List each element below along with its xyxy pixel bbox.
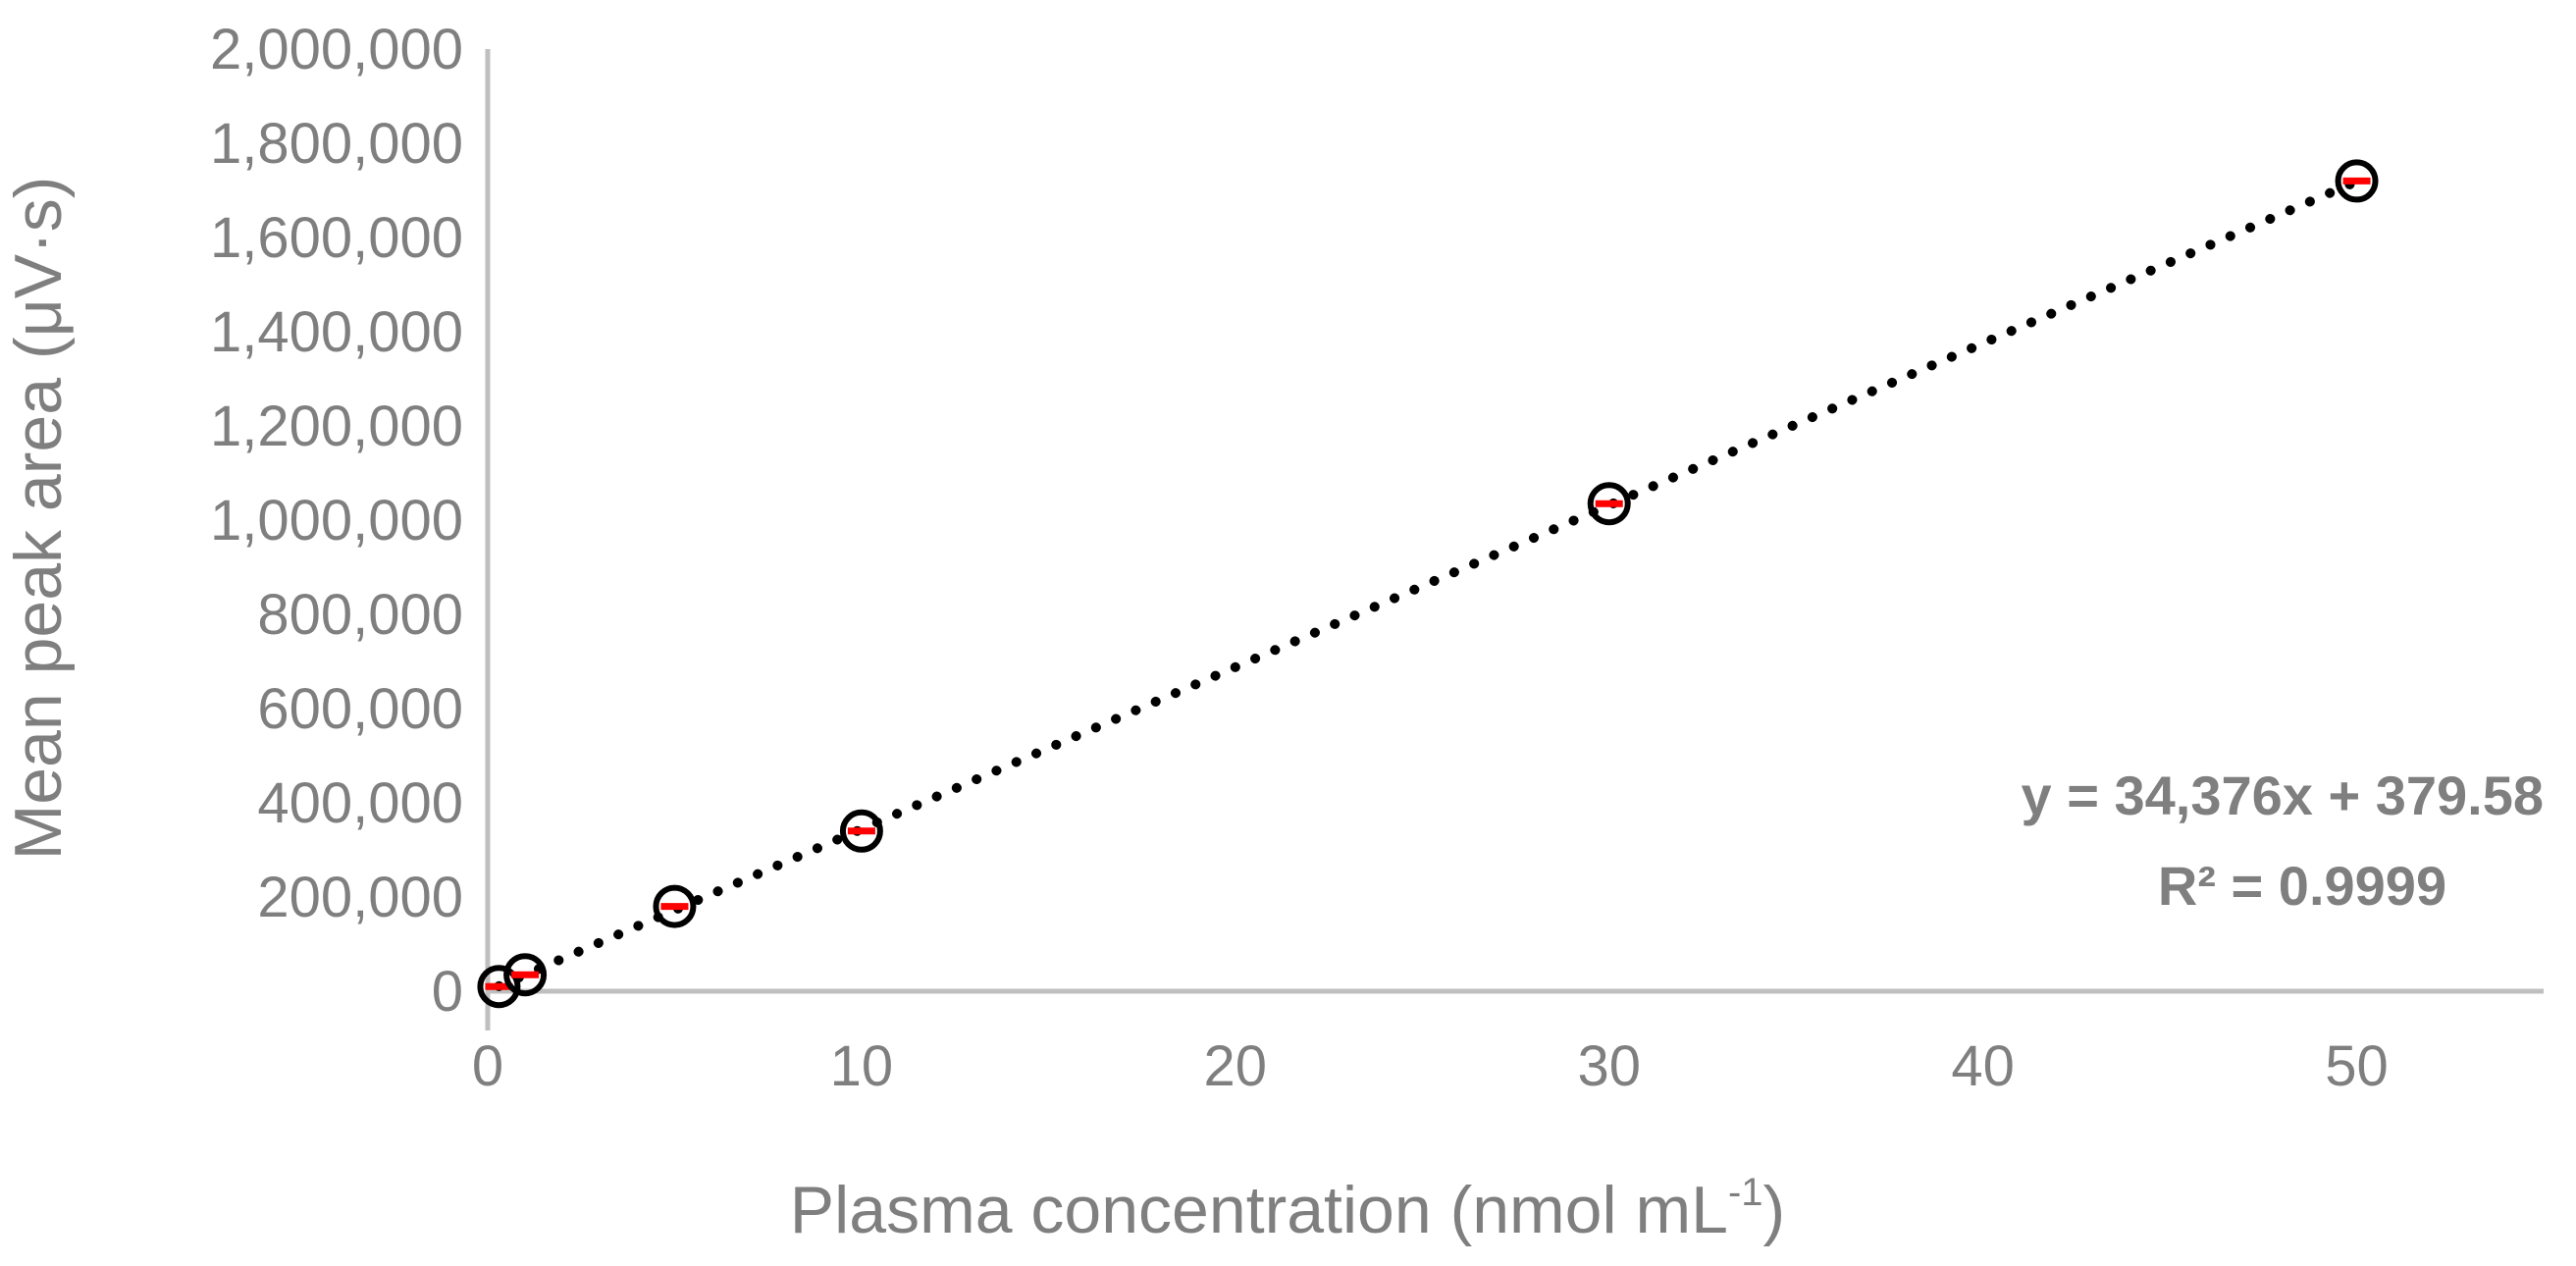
y-tick-labels: 0 200,000 400,000 600,000 800,000 1,000,000 1,…: [210, 18, 463, 1024]
y-axis-title: Mean peak area (μV·s): [1, 177, 76, 861]
x-tick-label: 20: [1204, 1034, 1268, 1098]
y-tick-label: 1,200,000: [210, 395, 463, 458]
y-tick-label: 1,600,000: [210, 206, 463, 270]
trendline: [494, 176, 2362, 991]
data-point: [477, 965, 521, 1009]
data-point: [1587, 482, 1631, 526]
y-tick-label: 600,000: [257, 677, 463, 741]
data-point: [503, 953, 548, 997]
x-tick-label: 30: [1577, 1034, 1641, 1098]
x-tick-label: 50: [2325, 1034, 2389, 1098]
y-tick-label: 200,000: [257, 866, 463, 929]
y-tick-label: 1,000,000: [210, 489, 463, 553]
x-axis-title-superscript: -1: [1728, 1171, 1763, 1214]
data-points: [477, 159, 2379, 1009]
x-tick-labels: 0 10 20 30 40 50: [472, 1034, 2389, 1098]
x-axis-title: Plasma concentration (nmol mL-1): [790, 1171, 1785, 1247]
y-tick-label: 0: [432, 960, 463, 1024]
x-tick-label: 0: [472, 1034, 503, 1098]
y-tick-label: 2,000,000: [210, 18, 463, 81]
y-tick-label: 1,400,000: [210, 300, 463, 364]
r-squared: R² = 0.9999: [2158, 855, 2446, 917]
x-tick-label: 10: [830, 1034, 894, 1098]
y-tick-label: 400,000: [257, 771, 463, 835]
x-tick-label: 40: [1951, 1034, 2015, 1098]
data-point: [839, 809, 883, 853]
data-point: [2335, 159, 2379, 203]
y-tick-label: 800,000: [257, 583, 463, 647]
y-tick-label: 1,800,000: [210, 112, 463, 176]
data-point: [653, 884, 697, 928]
trendline-equation: y = 34,376x + 379.58: [2022, 765, 2545, 826]
